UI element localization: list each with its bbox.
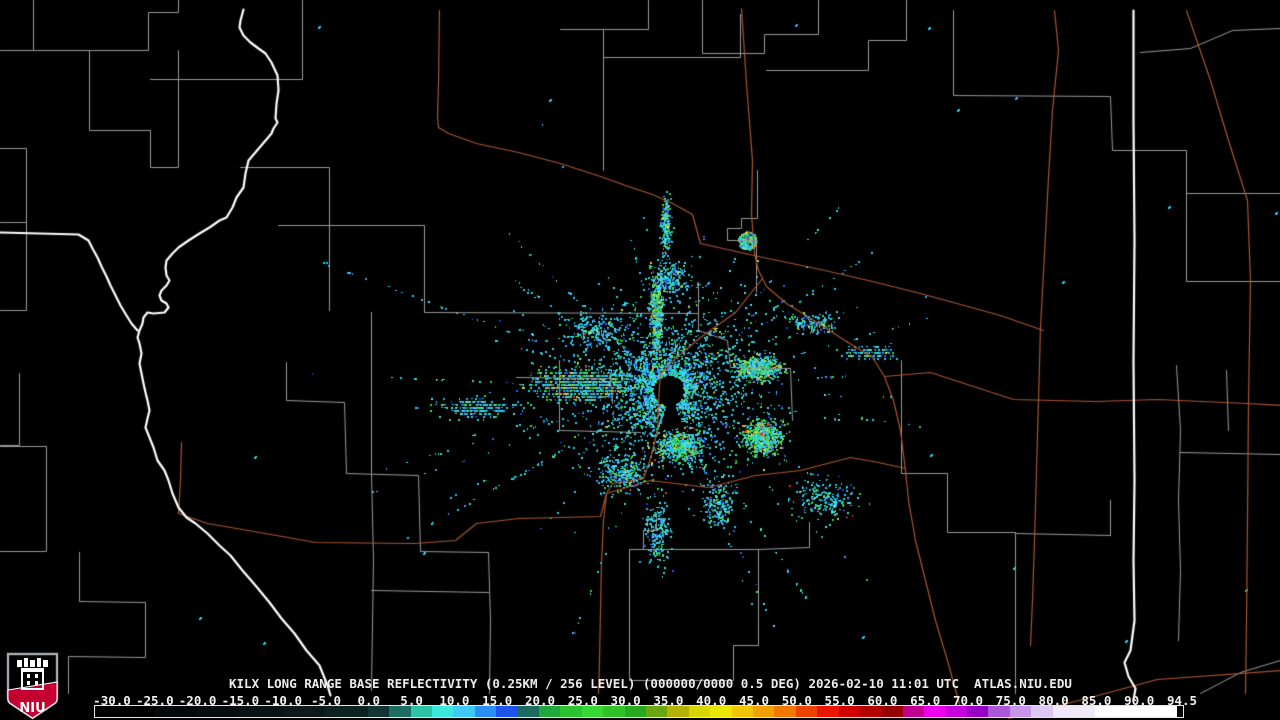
colorbar-tick-label: 15.0: [482, 693, 513, 708]
niu-castle-icon: [17, 658, 48, 690]
colorbar-segment: [581, 706, 604, 717]
colorbar-segment: [667, 706, 689, 717]
colorbar-segment: [474, 706, 497, 717]
colorbar-tick-label: 50.0: [781, 693, 812, 708]
niu-logo-text: NIU: [19, 701, 45, 716]
colorbar-segment: [325, 706, 368, 717]
colorbar-tick-label: -5.0: [310, 693, 342, 708]
colorbar-segment: [710, 706, 732, 717]
product-title: KILX LONG RANGE BASE REFLECTIVITY (0.25K…: [229, 676, 1072, 691]
colorbar-tick-label: 40.0: [696, 693, 727, 708]
colorbar-segment: [1052, 706, 1096, 717]
colorbar-segment: [239, 706, 283, 717]
colorbar-segment: [967, 706, 989, 717]
colorbar-tick-label: 70.0: [952, 693, 984, 708]
colorbar-tick-label: 85.0: [1081, 693, 1112, 708]
colorbar-segment: [196, 706, 240, 717]
colorbar-tick-label: 5.0: [400, 693, 423, 708]
colorbar-tick-label: 10.0: [439, 693, 470, 708]
colorbar-segment: [453, 706, 475, 717]
colorbar-segment: [517, 706, 539, 717]
colorbar-tick-labels: -30.0 -25.0 -20.0 -15.0 -10.0 -5.0 0.0 5.0 10.0 1…: [0, 693, 1280, 708]
reflectivity-colorbar: [94, 705, 1184, 718]
colorbar-segment: [838, 706, 860, 717]
colorbar-tick-label: 0.0: [357, 693, 381, 708]
colorbar-segment: [817, 706, 839, 717]
colorbar-tick-label: 20.0: [524, 693, 556, 708]
colorbar-tick-label: -25.0: [135, 693, 174, 708]
colorbar-segment: [902, 706, 925, 717]
colorbar-segment: [389, 706, 411, 717]
colorbar-segment: [753, 706, 775, 717]
colorbar-segment: [860, 706, 882, 717]
colorbar-segment: [153, 706, 197, 717]
colorbar-segment: [1095, 706, 1177, 717]
colorbar-segment: [924, 706, 946, 717]
colorbar-tick-label: 35.0: [653, 693, 684, 708]
colorbar-segment: [282, 706, 325, 717]
colorbar-segment: [774, 706, 796, 717]
colorbar-segment: [731, 706, 753, 717]
colorbar-tick-label: 80.0: [1038, 693, 1069, 708]
colorbar-segment: [795, 706, 818, 717]
colorbar-segment: [603, 706, 625, 717]
colorbar-segment: [432, 706, 454, 717]
colorbar-tick-label: 94.5: [1166, 693, 1198, 708]
colorbar-segment: [945, 706, 967, 717]
niu-logo: NIU: [6, 652, 59, 720]
colorbar-segment: [624, 706, 646, 717]
colorbar-tick-label: -30.0: [93, 693, 131, 708]
colorbar-tick-label: 65.0: [910, 693, 941, 708]
colorbar-tick-label: 60.0: [867, 693, 898, 708]
colorbar-tick-label: 75.0: [995, 693, 1026, 708]
colorbar-tick-label: 45.0: [738, 693, 770, 708]
colorbar-tick-label: 90.0: [1124, 693, 1155, 708]
colorbar-segment: [95, 706, 154, 717]
colorbar-tick-label: -15.0: [221, 693, 260, 708]
colorbar-segment: [496, 706, 518, 717]
colorbar-segment: [367, 706, 390, 717]
colorbar-segment: [646, 706, 668, 717]
colorbar-tick-label: 30.0: [610, 693, 641, 708]
colorbar-segment: [560, 706, 582, 717]
colorbar-segment: [688, 706, 711, 717]
colorbar-tick-label: 55.0: [824, 693, 855, 708]
colorbar-segment: [881, 706, 903, 717]
colorbar-tick-label: 25.0: [567, 693, 598, 708]
colorbar-segment: [1009, 706, 1032, 717]
colorbar-segment: [410, 706, 432, 717]
colorbar-tick-label: -20.0: [178, 693, 217, 708]
colorbar-segment: [988, 706, 1010, 717]
colorbar-segment: [539, 706, 561, 717]
niu-red-band: [7, 681, 58, 719]
colorbar-tick-label: -10.0: [264, 693, 303, 708]
colorbar-segment: [1031, 706, 1053, 717]
